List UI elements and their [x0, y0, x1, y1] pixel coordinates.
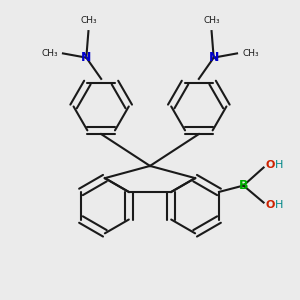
Text: CH₃: CH₃ [41, 49, 58, 58]
Text: N: N [81, 51, 92, 64]
Text: CH₃: CH₃ [203, 16, 220, 25]
Text: B: B [239, 179, 248, 192]
Text: O: O [266, 160, 275, 170]
Text: O: O [266, 200, 275, 210]
Text: CH₃: CH₃ [242, 49, 259, 58]
Text: H: H [275, 200, 284, 210]
Text: N: N [208, 51, 219, 64]
Text: H: H [275, 160, 284, 170]
Text: CH₃: CH₃ [80, 16, 97, 25]
